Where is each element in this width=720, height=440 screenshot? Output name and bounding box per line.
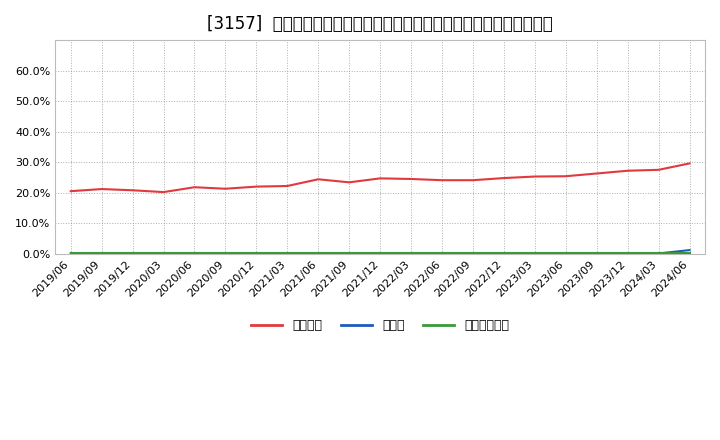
- Legend: 自己資本, のれん, 繰延税金資産: 自己資本, のれん, 繰延税金資産: [246, 314, 515, 337]
- Title: [3157]  自己資本、のれん、繰延税金資産の総資産に対する比率の推移: [3157] 自己資本、のれん、繰延税金資産の総資産に対する比率の推移: [207, 15, 553, 33]
